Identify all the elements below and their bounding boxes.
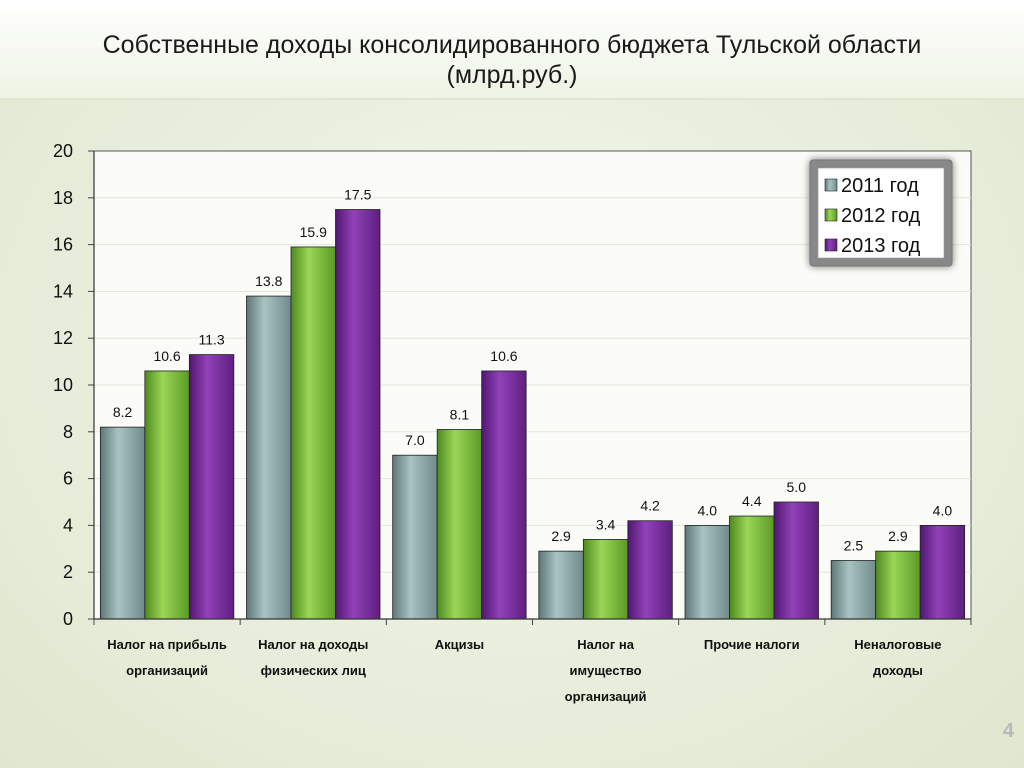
- bar-value-label: 4.0: [933, 502, 953, 518]
- legend: 2011 год 2012 год 2013 год: [809, 159, 953, 267]
- bar-value-label: 17.5: [344, 187, 371, 203]
- page-number: 4: [1002, 720, 1014, 742]
- bars: [99, 209, 966, 620]
- bar-value-label: 4.0: [698, 502, 718, 518]
- legend-swatch: [824, 178, 838, 192]
- y-tick-label: 20: [53, 141, 73, 161]
- bar-1-4: [729, 515, 775, 620]
- y-tick-label: 0: [63, 609, 73, 629]
- x-category-label: доходы: [873, 663, 923, 678]
- y-tick-label: 16: [53, 235, 73, 255]
- y-axis: 0 2 4 6 8 10 12 14 16 18 20: [53, 141, 95, 629]
- bar-2-2: [481, 370, 527, 620]
- y-tick-label: 18: [53, 188, 73, 208]
- bar-value-label: 5.0: [787, 479, 807, 495]
- bar-0-2: [392, 454, 438, 620]
- bar-value-label: 8.2: [113, 404, 133, 420]
- bar-value-label: 4.4: [742, 493, 762, 509]
- chart-title: Собственные доходы консолидированного бю…: [0, 30, 1024, 90]
- y-tick-label: 12: [53, 328, 73, 348]
- bar-1-0: [144, 370, 190, 620]
- bar-2-5: [919, 525, 966, 620]
- bar-0-4: [684, 525, 730, 620]
- bar-0-1: [246, 295, 292, 620]
- x-axis: Налог на прибыль организаций Налог на дохо…: [93, 618, 972, 704]
- x-category-label: имущество: [570, 663, 642, 678]
- bar-0-3: [538, 550, 584, 620]
- bar-value-label: 13.8: [255, 273, 282, 289]
- bar-0-0: [99, 426, 146, 620]
- x-category-label: Прочие налоги: [704, 637, 800, 652]
- bar-value-labels: 8.2 10.6 11.3 13.8 15.9 17.5 7.0 8.1 10.6 2.9 3.4 4…: [113, 187, 953, 554]
- y-tick-label: 6: [63, 469, 73, 489]
- x-category-label: Налог на прибыль: [107, 637, 227, 652]
- chart-title-line-1: Собственные доходы консолидированного бю…: [102, 31, 922, 59]
- bar-value-label: 2.5: [844, 538, 864, 554]
- bar-value-label: 8.1: [450, 406, 470, 422]
- legend-entry: 2013 год: [841, 235, 921, 257]
- y-tick-label: 8: [63, 422, 73, 442]
- bar-value-label: 2.9: [551, 528, 571, 544]
- legend-box: [817, 167, 945, 259]
- bar-value-label: 15.9: [300, 224, 327, 240]
- slide-header: [0, 0, 1024, 100]
- legend-entry: 2011 год: [841, 175, 919, 197]
- x-category-label: Неналоговые: [854, 637, 941, 652]
- x-category-label: Налог на: [577, 637, 635, 652]
- bar-value-label: 3.4: [596, 516, 616, 532]
- chart-title-line-2: (млрд.руб.): [446, 61, 578, 89]
- y-tick-label: 10: [53, 375, 73, 395]
- bar-value-label: 2.9: [888, 528, 908, 544]
- bar-2-4: [773, 501, 819, 620]
- bar-2-0: [188, 354, 235, 620]
- y-tick-label: 14: [53, 281, 73, 301]
- legend-swatch: [824, 238, 838, 252]
- x-category-label: организаций: [565, 689, 647, 704]
- bar-2-3: [627, 520, 673, 620]
- bar-1-1: [290, 246, 336, 620]
- x-category-label: Акцизы: [435, 637, 484, 652]
- y-tick-label: 2: [63, 562, 73, 582]
- legend-swatch: [824, 208, 838, 222]
- y-tick-label: 4: [63, 515, 73, 535]
- bar-value-label: 7.0: [405, 432, 425, 448]
- legend-entry: 2012 год: [841, 205, 921, 227]
- bar-value-label: 11.3: [198, 332, 224, 348]
- bar-1-2: [436, 429, 483, 620]
- bar-value-label: 10.6: [490, 348, 517, 364]
- bar-1-3: [582, 539, 629, 620]
- bar-value-label: 4.2: [640, 498, 660, 514]
- bar-1-5: [875, 550, 921, 620]
- bar-value-label: 10.6: [153, 348, 180, 364]
- bar-0-5: [830, 560, 877, 620]
- x-category-label: организаций: [126, 663, 208, 678]
- x-category-label: Налог на доходы: [258, 637, 368, 652]
- x-category-label: физических лиц: [261, 663, 366, 678]
- bar-2-1: [335, 209, 381, 620]
